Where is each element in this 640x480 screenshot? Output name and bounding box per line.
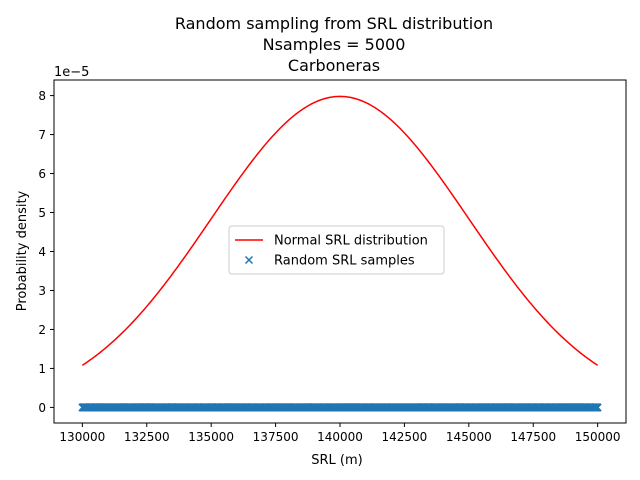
sample-point [141,403,150,412]
sample-point [417,403,426,412]
sample-point [207,403,216,412]
sample-point [521,403,530,412]
chart-title-line-3: Carboneras [288,56,380,75]
sample-point [169,403,178,412]
sample-point [529,403,538,412]
sample-point [372,403,381,412]
sample-point [226,403,235,412]
sample-point [89,403,98,412]
sample-point [105,403,114,412]
sample-point [224,403,233,412]
sample-point [398,403,407,412]
sample-point [130,403,139,412]
sample-point [565,403,574,412]
sample-point [283,403,292,412]
sample-point [582,403,591,412]
sample-point [346,403,355,412]
sample-point [584,403,593,412]
sample-point [592,403,602,412]
sample-point [80,403,89,412]
sample-point [261,403,270,412]
sample-point [99,403,108,412]
sample-point [151,403,160,412]
sample-point [281,403,290,412]
sample-point [86,403,95,412]
sample-point [440,403,449,412]
sample-point [178,403,187,412]
sample-point [438,403,447,412]
sample-point [537,403,546,412]
sample-point [572,403,581,412]
sample-point [127,403,136,412]
sample-point [370,403,379,412]
sample-point [561,403,570,412]
sample-point [160,403,169,412]
sample-point [107,403,116,412]
sample-point [354,403,363,412]
sample-point [464,403,473,412]
sample-point [96,403,105,412]
sample-point [272,403,281,412]
sample-point [424,403,433,412]
sample-point [546,403,555,412]
sample-point [441,403,451,412]
sample-point [320,403,329,412]
sample-point [536,403,545,412]
sample-point [298,403,307,412]
sample-point [310,403,319,412]
sample-point [161,403,170,412]
sample-point [139,403,149,412]
sample-point [197,403,206,412]
sample-point [215,403,224,412]
scatter-layer [78,403,602,412]
sample-point [187,403,196,412]
chart-title-line-2: Nsamples = 5000 [263,35,406,54]
chart-title-line-1: Random sampling from SRL distribution [175,14,493,33]
sample-point [137,403,147,412]
sample-point [167,403,176,412]
y-axis-offset-text: 1e−5 [54,65,89,80]
sample-point [509,403,518,412]
sample-point [253,403,262,412]
sample-point [239,403,248,412]
sample-point [317,403,326,412]
sample-point [518,403,527,412]
sample-point [213,403,222,412]
sample-point [300,403,309,412]
sample-point [492,403,501,412]
sample-point [498,403,507,412]
sample-point [575,403,584,412]
sample-point [332,403,341,412]
sample-point [196,403,205,412]
sample-point [270,403,279,412]
sample-point [262,403,271,412]
sample-point [483,403,493,412]
sample-point [387,403,396,412]
sample-point [236,403,245,412]
sample-point [568,403,577,412]
sample-point [544,403,553,412]
sample-point [230,403,239,412]
